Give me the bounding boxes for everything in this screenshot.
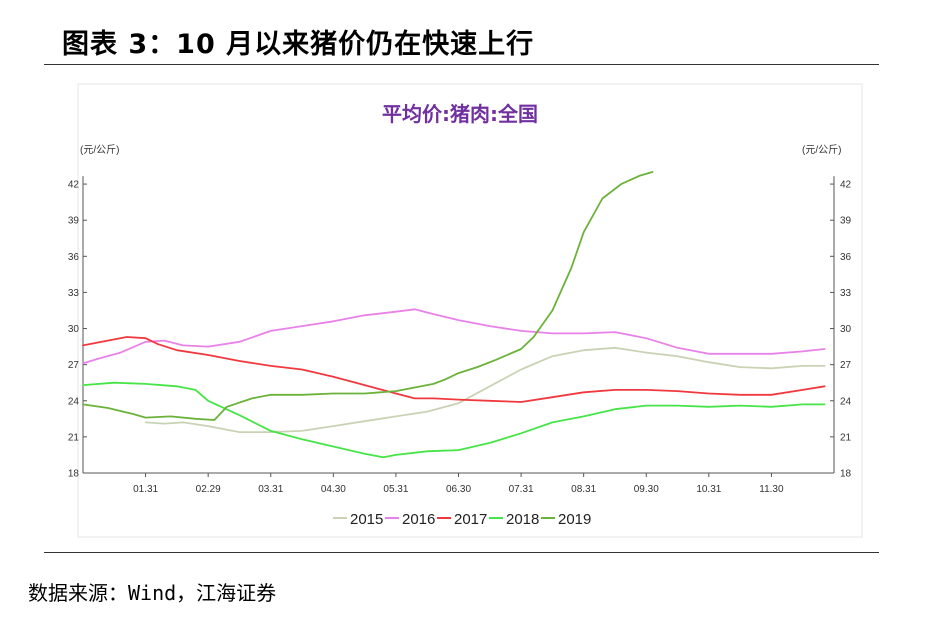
y-tick-label-right: 30 (840, 324, 852, 335)
source-note: 数据来源：Wind，江海证券 (28, 581, 277, 605)
y-axis-left-unit: (元/公斤) (80, 144, 119, 156)
y-tick-label-right: 24 (840, 396, 852, 407)
y-tick-label-left: 24 (68, 396, 80, 407)
top-divider (44, 64, 879, 65)
y-tick-label-right: 33 (840, 288, 852, 299)
y-tick-label-right: 39 (840, 216, 852, 227)
y-tick-label-right: 18 (840, 469, 852, 480)
series-line-2015 (144, 346, 826, 434)
x-tick-label: 04.30 (321, 484, 346, 495)
x-tick-label: 06.30 (446, 484, 471, 495)
figure-title: 图表 3：10 月以来猪价仍在快速上行 (62, 29, 535, 60)
x-tick-label: 10.31 (696, 484, 721, 495)
y-tick-label-right: 27 (840, 360, 852, 371)
legend-label-2018: 2018 (506, 511, 539, 528)
series-line-2019 (82, 171, 654, 421)
series-lines (82, 171, 826, 459)
series-line-2016 (82, 308, 826, 365)
bottom-divider (44, 552, 879, 553)
y-tick-label-right: 21 (840, 432, 852, 443)
x-tick-label: 05.31 (383, 484, 408, 495)
y-tick-label-left: 39 (68, 216, 80, 227)
x-tick-label: 09.30 (634, 484, 659, 495)
y-tick-label-left: 30 (68, 324, 80, 335)
y-tick-label-left: 42 (68, 180, 80, 191)
legend-label-2016: 2016 (402, 511, 435, 528)
y-tick-label-left: 27 (68, 360, 80, 371)
chart-title: 平均价:猪肉:全国 (382, 102, 538, 126)
axes: 18 18 21 21 24 24 27 27 30 30 33 33 36 36 39 39 42 42 01.3… (68, 176, 852, 495)
y-axis-right-unit: (元/公斤) (802, 144, 841, 156)
series-line-2017 (82, 336, 826, 403)
x-tick-label: 02.29 (196, 484, 221, 495)
x-tick-label: 11.30 (759, 484, 784, 495)
x-tick-label: 01.31 (133, 484, 158, 495)
y-tick-label-left: 36 (68, 252, 80, 263)
y-tick-label-right: 42 (840, 180, 852, 191)
y-tick-label-left: 18 (68, 469, 80, 480)
legend-label-2015: 2015 (350, 511, 383, 528)
y-tick-label-left: 33 (68, 288, 80, 299)
y-tick-label-right: 36 (840, 252, 852, 263)
x-tick-label: 03.31 (258, 484, 283, 495)
x-tick-label: 08.31 (571, 484, 596, 495)
legend-label-2019: 2019 (558, 511, 591, 528)
chart-panel (77, 83, 863, 538)
y-tick-label-left: 21 (68, 432, 80, 443)
legend-label-2017: 2017 (454, 511, 487, 528)
legend: 2015 2016 2017 2018 2019 (333, 511, 591, 528)
x-tick-label: 07.31 (509, 484, 534, 495)
series-line-2018 (82, 381, 826, 459)
